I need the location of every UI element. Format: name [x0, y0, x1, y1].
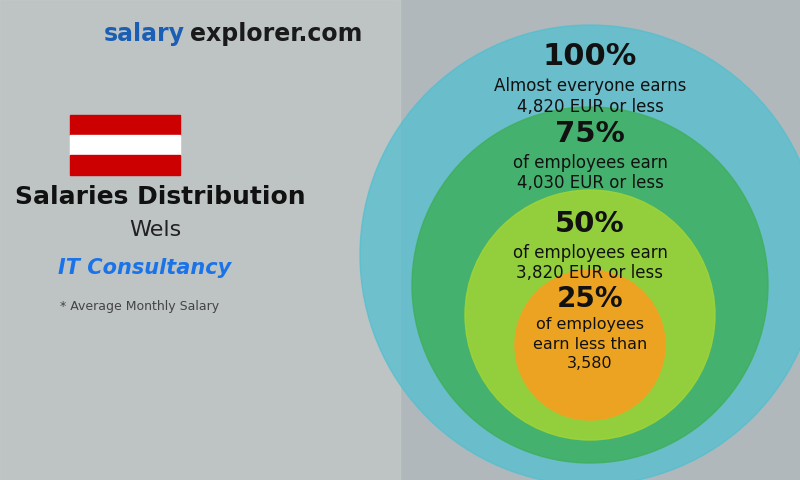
Text: 25%: 25%	[557, 285, 623, 313]
Bar	[0, 0, 400, 480]
Text: of employees earn: of employees earn	[513, 244, 667, 262]
Text: 3,580: 3,580	[567, 356, 613, 371]
Circle shape	[360, 25, 800, 480]
Text: Wels: Wels	[129, 220, 181, 240]
Text: * Average Monthly Salary: * Average Monthly Salary	[61, 300, 219, 313]
Circle shape	[465, 190, 715, 440]
Text: 4,820 EUR or less: 4,820 EUR or less	[517, 97, 663, 116]
Bar	[70, 115, 180, 135]
Text: IT Consultancy: IT Consultancy	[58, 258, 232, 278]
Text: 75%: 75%	[555, 120, 625, 148]
Text: explorer.com: explorer.com	[190, 22, 362, 46]
Text: earn less than: earn less than	[533, 336, 647, 351]
Circle shape	[515, 270, 665, 420]
Text: of employees: of employees	[536, 317, 644, 332]
Bar	[70, 155, 180, 175]
Text: 100%: 100%	[543, 42, 637, 71]
Text: 3,820 EUR or less: 3,820 EUR or less	[517, 264, 663, 282]
Text: 4,030 EUR or less: 4,030 EUR or less	[517, 174, 663, 192]
Text: salary: salary	[104, 22, 185, 46]
Circle shape	[412, 107, 768, 463]
Text: of employees earn: of employees earn	[513, 154, 667, 172]
Bar	[70, 135, 180, 155]
Text: Salaries Distribution: Salaries Distribution	[14, 185, 306, 209]
Text: Almost everyone earns: Almost everyone earns	[494, 77, 686, 95]
Text: 50%: 50%	[555, 210, 625, 238]
